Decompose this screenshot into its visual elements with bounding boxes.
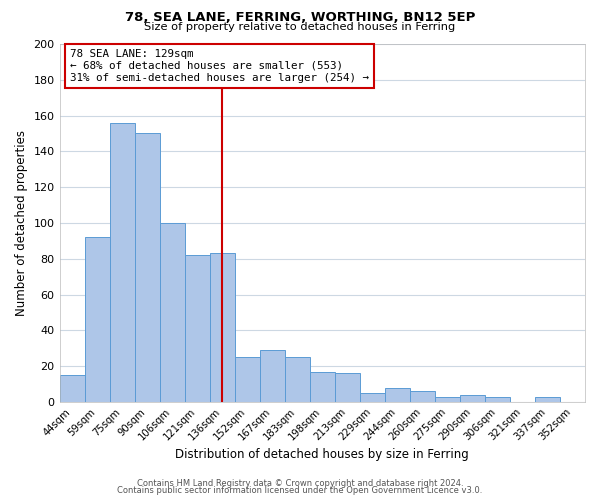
Bar [134,134,160,402]
Text: 78, SEA LANE, FERRING, WORTHING, BN12 5EP: 78, SEA LANE, FERRING, WORTHING, BN12 5E… [125,11,475,24]
Bar [235,357,260,402]
Bar [310,372,335,402]
Bar [59,375,85,402]
Bar [85,238,110,402]
Bar [260,350,285,402]
Bar [410,391,435,402]
Bar [360,393,385,402]
Bar [160,223,185,402]
Bar [485,396,510,402]
Text: 78 SEA LANE: 129sqm
← 68% of detached houses are smaller (553)
31% of semi-detac: 78 SEA LANE: 129sqm ← 68% of detached ho… [70,50,369,82]
Bar [209,254,235,402]
Bar [385,388,410,402]
Bar [285,357,310,402]
Bar [335,374,360,402]
Bar [535,396,560,402]
Y-axis label: Number of detached properties: Number of detached properties [15,130,28,316]
Text: Contains HM Land Registry data © Crown copyright and database right 2024.: Contains HM Land Registry data © Crown c… [137,478,463,488]
Bar [460,395,485,402]
Bar [435,396,460,402]
Text: Size of property relative to detached houses in Ferring: Size of property relative to detached ho… [145,22,455,32]
Bar [185,255,209,402]
Text: Contains public sector information licensed under the Open Government Licence v3: Contains public sector information licen… [118,486,482,495]
Bar [110,123,134,402]
X-axis label: Distribution of detached houses by size in Ferring: Distribution of detached houses by size … [175,448,469,461]
